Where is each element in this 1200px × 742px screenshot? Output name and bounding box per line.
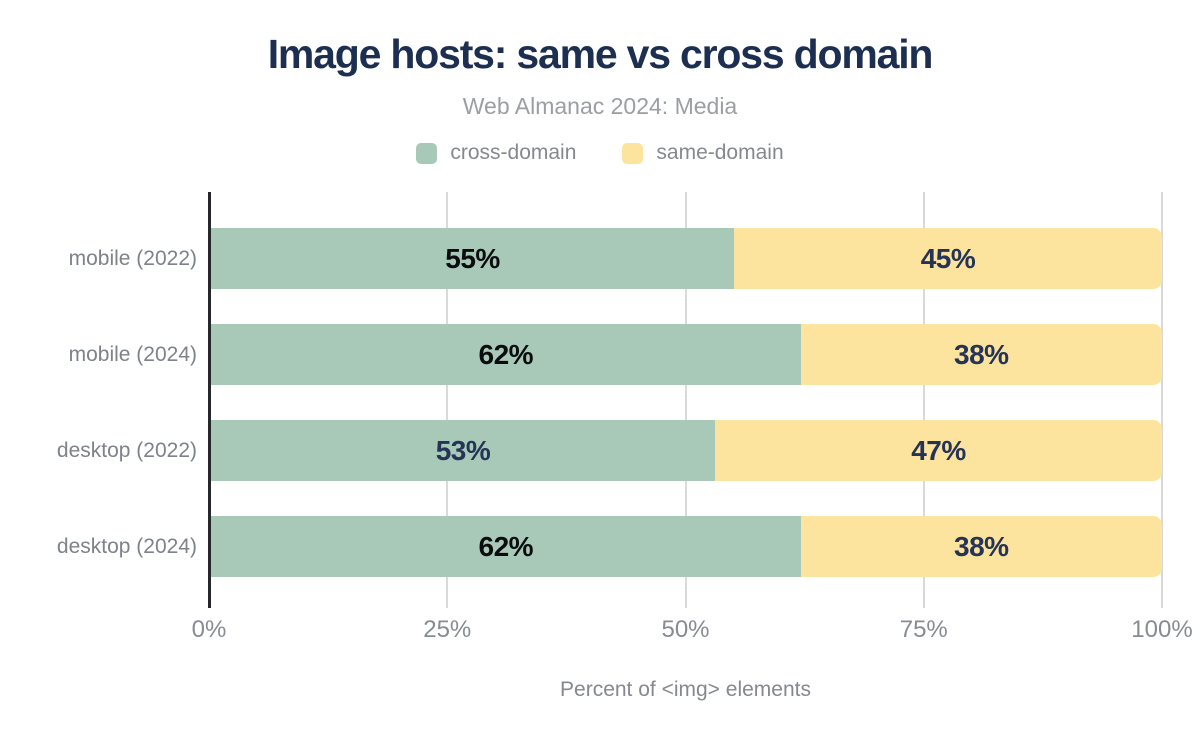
bar-row: mobile (2024) 62% 38% bbox=[69, 324, 1162, 385]
x-tick-label: 0% bbox=[191, 616, 227, 643]
bar-row: desktop (2022) 53% 47% bbox=[57, 420, 1162, 481]
x-tick-label: 25% bbox=[423, 616, 472, 643]
gridline bbox=[446, 192, 449, 608]
legend-swatch-icon bbox=[622, 142, 644, 164]
bar-row: desktop (2024) 62% 38% bbox=[57, 516, 1162, 577]
bar-segment-same-domain: 47% bbox=[715, 420, 1162, 481]
y-axis-line bbox=[208, 192, 211, 608]
gridline bbox=[922, 192, 925, 608]
chart-subtitle: Web Almanac 2024: Media bbox=[462, 93, 738, 119]
gridline bbox=[684, 192, 687, 608]
category-label: desktop (2022) bbox=[56, 438, 197, 462]
bar-segment-same-domain: 38% bbox=[800, 324, 1162, 385]
bar-segment-cross-domain: 62% bbox=[211, 516, 801, 577]
bar-segment-cross-domain: 55% bbox=[211, 228, 735, 289]
gridline bbox=[1161, 192, 1163, 608]
chart-title: Image hosts: same vs cross domain bbox=[267, 31, 934, 77]
legend-swatch-icon bbox=[416, 142, 438, 164]
x-tick-label: 75% bbox=[899, 616, 948, 643]
bar-segment-cross-domain: 53% bbox=[211, 420, 716, 481]
legend: cross-domain same-domain bbox=[0, 141, 1200, 165]
bar-row: mobile (2022) 55% 45% bbox=[69, 228, 1162, 289]
bar-segment-same-domain: 38% bbox=[800, 516, 1162, 577]
legend-label: cross-domain bbox=[450, 141, 577, 164]
bar-segment-cross-domain: 62% bbox=[211, 324, 801, 385]
x-axis-ticks: 0% 25% 50% 75% 100% bbox=[192, 616, 1193, 648]
x-axis-title: Percent of <img> elements bbox=[560, 678, 811, 701]
legend-item-same-domain: same-domain bbox=[622, 141, 784, 165]
legend-item-cross-domain: cross-domain bbox=[416, 141, 576, 165]
x-tick-label: 100% bbox=[1131, 616, 1193, 643]
plot-area: mobile (2022) 55% 45% mobile (2024) 62% 38% de… bbox=[57, 192, 1163, 608]
legend-label: same-domain bbox=[656, 141, 784, 164]
x-tick-label: 50% bbox=[661, 616, 710, 643]
category-label: mobile (2022) bbox=[68, 246, 197, 270]
bar-segment-same-domain: 45% bbox=[734, 228, 1162, 289]
category-label: mobile (2024) bbox=[68, 342, 197, 366]
category-label: desktop (2024) bbox=[56, 534, 197, 558]
